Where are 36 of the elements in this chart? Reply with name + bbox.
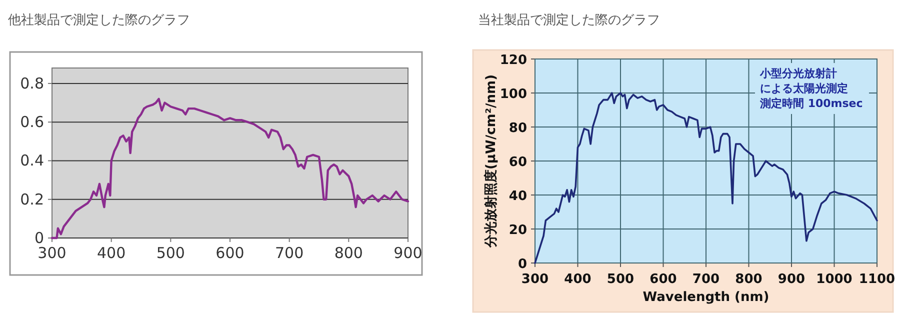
y-tick-label: 0.4 xyxy=(20,152,44,170)
y-axis-title: 分光放射照度(μW/cm²/nm) xyxy=(483,74,499,249)
x-axis-title: Wavelength (nm) xyxy=(642,290,770,305)
x-tick-label: 600 xyxy=(216,244,244,262)
chart-title: 当社製品で測定した際のグラフ xyxy=(478,13,660,28)
x-tick-label: 1000 xyxy=(816,272,852,287)
x-tick-label: 700 xyxy=(275,244,304,262)
y-tick-label: 20 xyxy=(508,223,527,238)
x-tick-label: 900 xyxy=(778,272,806,287)
x-tick-label: 500 xyxy=(606,272,634,287)
x-tick-label: 600 xyxy=(650,272,677,287)
y-tick-label: 100 xyxy=(500,87,527,102)
y-tick-label: 0.6 xyxy=(20,113,44,132)
y-tick-label: 120 xyxy=(500,53,527,68)
y-tick-label: 80 xyxy=(508,121,527,136)
y-tick-label: 0.2 xyxy=(20,190,44,208)
x-tick-label: 1100 xyxy=(858,272,896,287)
x-tick-label: 500 xyxy=(156,244,185,262)
x-tick-label: 800 xyxy=(334,244,363,262)
x-tick-label: 300 xyxy=(521,272,549,287)
line-series xyxy=(50,98,410,240)
annotation: 小型分光放射計 xyxy=(759,67,837,80)
annotation: 測定時間 100msec xyxy=(759,97,863,110)
y-tick-label: 0 xyxy=(518,257,527,272)
y-tick-label: 60 xyxy=(508,155,527,170)
x-tick-label: 400 xyxy=(97,244,126,262)
x-tick-label: 800 xyxy=(735,272,762,287)
x-tick-label: 900 xyxy=(394,244,422,262)
y-tick-label: 0.8 xyxy=(20,74,44,92)
y-tick-label: 0 xyxy=(34,229,44,247)
x-tick-label: 300 xyxy=(38,244,66,262)
x-tick-label: 700 xyxy=(692,272,720,287)
x-tick-label: 400 xyxy=(564,272,592,287)
y-tick-label: 40 xyxy=(508,189,527,204)
annotation: による太陽光測定 xyxy=(760,82,848,95)
chart-title: 他社製品で測定した際のグラフ xyxy=(8,13,190,28)
